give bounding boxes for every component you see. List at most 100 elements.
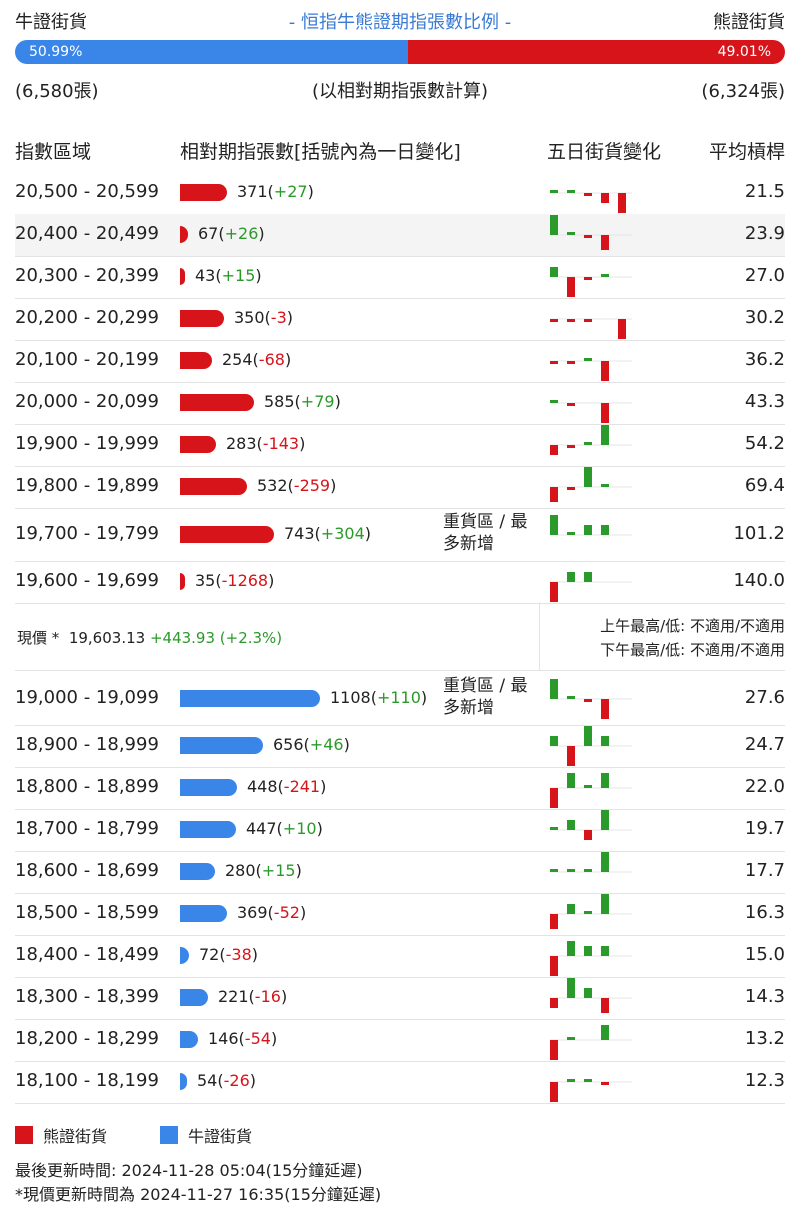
five-day-change-chart: [550, 852, 632, 873]
five-day-bar: [601, 1082, 609, 1085]
contracts-count: 350: [234, 308, 265, 327]
legend-bull: 牛證街貨: [160, 1123, 252, 1147]
row-note: 重貨區 / 最多新增: [443, 675, 528, 718]
five-day-bar: [584, 572, 592, 582]
five-day-bar: [601, 852, 609, 872]
row-range: 20,200 - 20,299: [15, 307, 159, 328]
row-range: 18,900 - 18,999: [15, 734, 159, 755]
avg-leverage: 69.4: [744, 475, 785, 496]
contracts-count: 447: [246, 819, 277, 838]
five-day-bar: [618, 193, 626, 213]
five-day-change-chart: [550, 514, 632, 535]
five-day-bar: [550, 445, 558, 455]
contracts-change: -16: [254, 987, 281, 1006]
five-day-bar: [567, 695, 575, 699]
five-day-bar: [567, 232, 575, 235]
avg-leverage: 16.3: [744, 902, 785, 923]
contracts-value: 532(-259): [257, 476, 337, 495]
contracts-value: 369(-52): [237, 903, 307, 922]
five-day-bar: [567, 941, 575, 956]
contracts-value: 67(+26): [198, 224, 265, 243]
contracts-change: +46: [309, 735, 344, 754]
avg-leverage: 24.7: [744, 734, 785, 755]
avg-leverage: 30.2: [744, 307, 785, 328]
five-day-bar: [584, 911, 592, 914]
five-day-bar: [550, 400, 558, 403]
five-day-bar: [601, 425, 609, 445]
contracts-value: 221(-16): [218, 987, 288, 1006]
five-day-bar: [584, 235, 592, 238]
five-day-bar: [550, 514, 558, 535]
contracts-bar: [180, 737, 263, 754]
bear-count: (6,324張): [701, 81, 785, 102]
five-day-bar: [567, 445, 575, 448]
row-range: 18,600 - 18,699: [15, 860, 159, 881]
contracts-change: -38: [225, 945, 252, 964]
contracts-count: 371: [237, 182, 268, 201]
five-day-bar: [601, 235, 609, 250]
five-day-bar: [584, 319, 592, 322]
five-day-change-chart: [550, 572, 632, 602]
table-row: 18,600 - 18,699 280(+15) 17.7: [15, 851, 785, 894]
five-day-bar: [550, 736, 558, 746]
contracts-change: +110: [376, 687, 421, 707]
contracts-value: 146(-54): [208, 1029, 278, 1048]
contracts-bar: [180, 478, 247, 495]
five-day-bar: [584, 442, 592, 445]
avg-leverage: 19.7: [744, 818, 785, 839]
page-title: - 恒指牛熊證期指張數比例 -: [288, 12, 512, 33]
contracts-count: 585: [264, 392, 295, 411]
contracts-value: 1108(+110): [330, 687, 428, 707]
five-day-bar: [584, 726, 592, 746]
five-day-change-chart: [550, 425, 632, 455]
contracts-bar: [180, 989, 208, 1006]
five-day-bar: [550, 956, 558, 976]
five-day-bar: [584, 946, 592, 956]
table-row: 18,900 - 18,999 656(+46) 24.7: [15, 725, 785, 768]
contracts-change: -52: [273, 903, 300, 922]
five-day-bar: [601, 736, 609, 746]
table-row: 19,000 - 19,099 1108(+110) 重貨區 / 最多新增 27.6: [15, 672, 785, 726]
five-day-change-chart: [550, 810, 632, 840]
contracts-change: +26: [224, 224, 259, 243]
contracts-count: 743: [284, 523, 315, 543]
five-day-bar: [567, 1037, 575, 1040]
row-range: 19,800 - 19,899: [15, 475, 159, 496]
five-day-bar: [601, 698, 609, 719]
five-day-bar: [584, 988, 592, 998]
bull-ratio-segment: 50.99%: [15, 40, 408, 64]
table-row: 19,700 - 19,799 743(+304) 重貨區 / 最多新增 101.2: [15, 508, 785, 562]
five-day-bar: [550, 678, 558, 699]
column-header-avg-leverage: 平均槓桿: [708, 141, 785, 163]
contracts-bar: [180, 821, 236, 838]
bear-swatch: [15, 1126, 33, 1144]
contracts-count: 448: [247, 777, 278, 796]
row-range: 20,000 - 20,099: [15, 391, 159, 412]
contracts-count: 283: [226, 434, 257, 453]
contracts-change: +15: [221, 266, 256, 285]
five-day-bar: [601, 946, 609, 956]
five-day-bar: [601, 894, 609, 914]
contracts-bar: [180, 573, 185, 590]
table-row: 19,900 - 19,999 283(-143) 54.2: [15, 424, 785, 467]
contracts-value: 447(+10): [246, 819, 323, 838]
five-day-bar: [584, 785, 592, 788]
table-row: 18,500 - 18,599 369(-52) 16.3: [15, 893, 785, 936]
avg-leverage: 27.6: [744, 686, 785, 708]
table-row: 18,700 - 18,799 447(+10) 19.7: [15, 809, 785, 852]
five-day-bar: [550, 319, 558, 322]
table-row: 18,400 - 18,499 72(-38) 15.0: [15, 935, 785, 978]
five-day-bar: [601, 773, 609, 788]
contracts-value: 43(+15): [195, 266, 262, 285]
table-row: 18,800 - 18,899 448(-241) 22.0: [15, 767, 785, 810]
contracts-bar: [180, 310, 224, 327]
row-range: 18,100 - 18,199: [15, 1070, 159, 1091]
spot-price: 19,603.13: [68, 629, 146, 647]
five-day-bar: [601, 810, 609, 830]
contracts-count: 54: [197, 1071, 218, 1090]
five-day-bar: [601, 193, 609, 203]
five-day-bar: [550, 914, 558, 929]
five-day-bar: [550, 1040, 558, 1060]
five-day-bar: [567, 746, 575, 766]
five-day-change-chart: [550, 894, 632, 929]
